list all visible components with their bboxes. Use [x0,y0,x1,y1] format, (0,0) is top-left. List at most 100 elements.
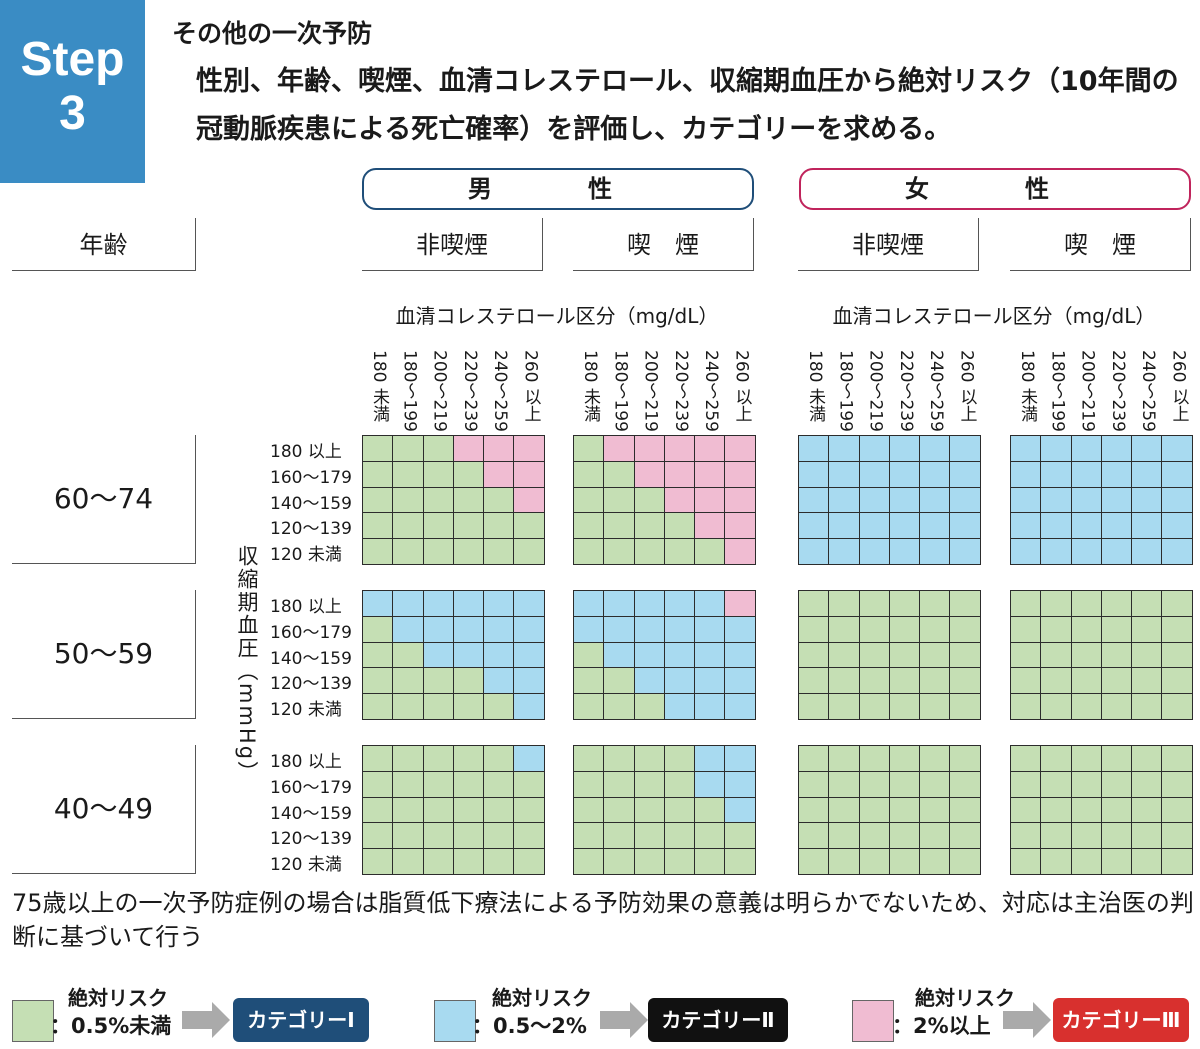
risk-cell [1040,538,1072,565]
risk-cell [1040,770,1072,798]
risk-cell [452,796,485,824]
risk-cell [919,590,951,617]
risk-cell [858,486,890,514]
risk-cell [572,512,605,540]
grid-row [572,641,756,669]
bp-axis-label: 収縮期血圧（mmHg） [235,545,259,785]
risk-cell [513,590,545,617]
risk-cell [1040,822,1072,850]
risk-cell [633,796,665,824]
grid-row [572,848,756,875]
risk-cell [1009,590,1042,617]
grid-row [572,796,756,824]
risk-cell [858,770,890,798]
risk-cell [663,538,696,565]
risk-grid-50-59-female_smk [1009,590,1193,720]
risk-cell [1040,615,1072,643]
risk-cell [888,848,921,875]
risk-cell [633,745,665,772]
risk-cell [452,435,485,462]
risk-cell [828,770,860,798]
grid-row [1009,693,1193,720]
grid-row [797,796,981,824]
cholesterol-tick: 260 以上 [731,350,752,422]
risk-cell [392,667,424,695]
risk-cell [1131,435,1163,462]
risk-cell [694,693,726,720]
risk-cell [361,770,394,798]
risk-cell [633,770,665,798]
cholesterol-tick: 220〜239 [1107,350,1128,432]
risk-cell [694,641,726,669]
risk-cell [797,538,830,565]
grid-row [572,615,756,643]
grid-row [572,590,756,617]
risk-cell [1100,512,1133,540]
grid-row [797,745,981,772]
risk-cell [422,848,454,875]
risk-cell [828,822,860,850]
risk-cell [572,796,605,824]
risk-cell [1070,486,1102,514]
grid-row [1009,641,1193,669]
risk-cell [572,538,605,565]
cholesterol-tick: 200〜219 [1077,350,1098,432]
risk-grid-40-49-female_smk [1009,745,1193,875]
risk-cell [633,848,665,875]
risk-cell [392,745,424,772]
risk-cell [422,615,454,643]
risk-cell [694,486,726,514]
grid-row [361,460,545,488]
cholesterol-tick: 220〜239 [459,350,480,432]
risk-cell [694,538,726,565]
risk-cell [513,486,545,514]
risk-cell [392,641,424,669]
cholesterol-tick: 180 未満 [369,350,389,422]
risk-cell [1131,693,1163,720]
risk-cell [797,486,830,514]
risk-cell [858,641,890,669]
risk-grid-40-49-male_non [361,745,545,875]
risk-grid-40-49-female_non [797,745,981,875]
risk-cell [361,435,394,462]
risk-cell [483,512,515,540]
risk-cell [797,460,830,488]
grid-row [572,486,756,514]
bp-tick: 180 以上 [270,752,342,772]
risk-cell [572,822,605,850]
risk-cell [1070,770,1102,798]
risk-cell [452,667,485,695]
risk-cell [513,667,545,695]
risk-cell [452,770,485,798]
risk-cell [1040,693,1072,720]
risk-cell [919,615,951,643]
risk-cell [422,512,454,540]
cholesterol-tick: 180 未満 [805,350,825,422]
risk-cell [1131,460,1163,488]
risk-cell [452,512,485,540]
risk-cell [603,745,635,772]
risk-cell [483,435,515,462]
risk-cell [694,848,726,875]
category-3-badge: カテゴリーⅢ [1053,998,1189,1042]
risk-cell [633,615,665,643]
grid-row [797,667,981,695]
risk-cell [949,770,981,798]
risk-cell [1131,848,1163,875]
risk-cell [724,486,756,514]
risk-cell [828,745,860,772]
risk-cell [888,770,921,798]
risk-cell [1131,512,1163,540]
description: 性別、年齢、喫煙、血清コレステロール、収縮期血圧から絶対リスク（10年間の冠動脈… [196,66,1179,145]
risk-cell [919,460,951,488]
legend-range-2: ：0.5〜2% [472,1014,587,1038]
risk-cell [949,693,981,720]
risk-cell [949,538,981,565]
risk-cell [694,460,726,488]
risk-cell [797,590,830,617]
note-75-plus: 75歳以上の一次予防症例の場合は脂質低下療法による予防効果の意義は明らかでないた… [12,889,1194,951]
risk-grid-50-59-male_non [361,590,545,720]
risk-cell [949,615,981,643]
risk-cell [633,538,665,565]
risk-cell [422,538,454,565]
